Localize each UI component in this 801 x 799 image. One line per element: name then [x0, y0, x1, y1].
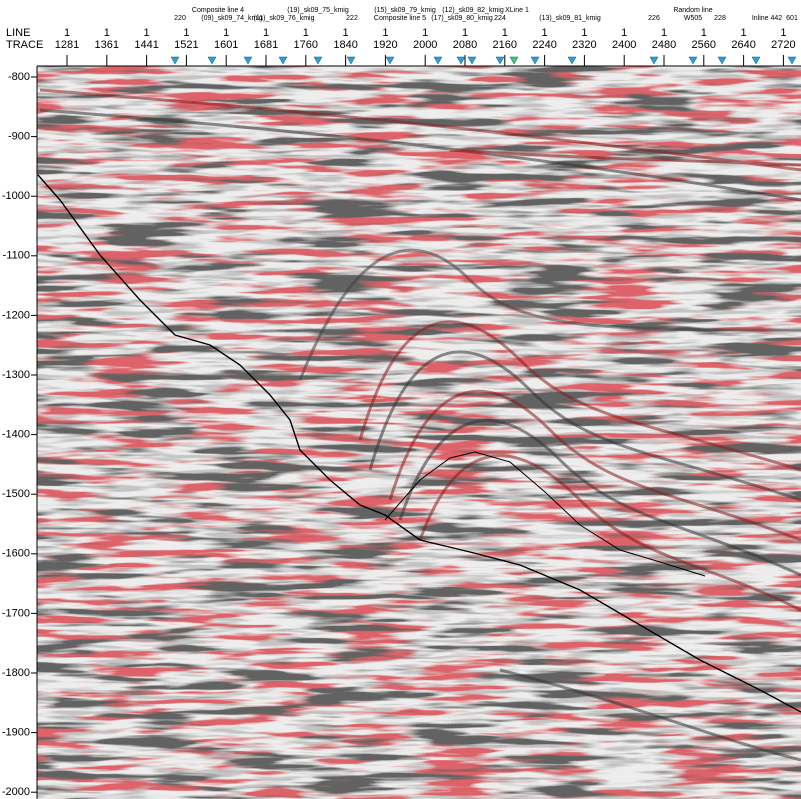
time-tick-label: -1400 — [2, 429, 30, 441]
time-tick-label: -1800 — [2, 667, 30, 679]
time-tick-label: -1500 — [2, 488, 30, 500]
intersection-label: (15)_sk09_79_kmig — [374, 7, 436, 14]
time-tick-label: -1200 — [2, 309, 30, 321]
intersection-label: 220 — [174, 15, 186, 22]
line-number: 1 — [542, 27, 548, 39]
trace-number: 1361 — [95, 39, 119, 51]
time-tick-label: -800 — [8, 71, 30, 83]
intersection-label: Composite line 5 — [374, 15, 426, 22]
intersection-label: XLine 1 — [505, 7, 529, 14]
trace-number: 1441 — [134, 39, 158, 51]
line-number: 1 — [104, 27, 110, 39]
time-tick-label: -1300 — [2, 369, 30, 381]
line-number: 1 — [462, 27, 468, 39]
line-number: 1 — [621, 27, 627, 39]
intersection-label: W505 — [684, 15, 702, 22]
intersection-label: Inline 442 — [752, 15, 782, 22]
intersection-label: (19)_sk09_75_kmig — [287, 7, 349, 14]
intersection-label: (17)_sk09_80_kmig — [431, 15, 493, 22]
line-number: 1 — [343, 27, 349, 39]
intersection-label: (12)_sk09_82_kmig — [442, 7, 504, 14]
line-number: 1 — [263, 27, 269, 39]
line-number: 1 — [422, 27, 428, 39]
trace-number: 2720 — [771, 39, 795, 51]
line-number: 1 — [183, 27, 189, 39]
intersection-label: 226 — [648, 15, 660, 22]
row-label: LINE — [6, 27, 30, 39]
time-tick-label: -900 — [8, 131, 30, 143]
trace-number: 2080 — [453, 39, 477, 51]
time-tick-label: -1100 — [3, 250, 30, 262]
trace-number: 1681 — [254, 39, 278, 51]
trace-number: 2560 — [692, 39, 716, 51]
intersection-label: 228 — [714, 15, 726, 22]
time-tick-label: -1700 — [2, 607, 30, 619]
intersection-label: 601 — [786, 15, 798, 22]
time-tick-label: -1600 — [2, 548, 30, 560]
line-number: 1 — [661, 27, 667, 39]
intersection-label: (11)_sk09_76_kmig — [254, 15, 315, 22]
trace-number: 1840 — [333, 39, 357, 51]
trace-number: 2640 — [731, 39, 755, 51]
line-number: 1 — [502, 27, 508, 39]
trace-number: 2400 — [612, 39, 636, 51]
intersection-label: 222 — [346, 15, 358, 22]
time-tick-label: -2000 — [2, 786, 30, 798]
line-number: 1 — [741, 27, 747, 39]
trace-number: 1521 — [174, 39, 198, 51]
trace-number: 1920 — [373, 39, 397, 51]
seismic-view: LINE TRACE 11281113611144111521116011168… — [0, 0, 801, 799]
trace-number: 2000 — [413, 39, 437, 51]
line-number: 1 — [701, 27, 707, 39]
trace-number: 1760 — [294, 39, 318, 51]
line-number: 1 — [581, 27, 587, 39]
intersection-label: Composite line 4 — [192, 7, 244, 14]
intersection-label: (13)_sk09_81_kmig — [539, 15, 601, 22]
trace-number: 2480 — [652, 39, 676, 51]
line-number: 1 — [382, 27, 388, 39]
intersection-label: 224 — [494, 15, 506, 22]
line-number: 1 — [144, 27, 150, 39]
line-number: 1 — [64, 27, 70, 39]
trace-number: 1281 — [55, 39, 79, 51]
intersection-label: Random line — [673, 7, 712, 14]
line-number: 1 — [303, 27, 309, 39]
time-tick-label: -1000 — [2, 190, 30, 202]
line-number: 1 — [223, 27, 229, 39]
trace-number: 1601 — [214, 39, 238, 51]
line-number: 1 — [780, 27, 786, 39]
trace-number: 2320 — [572, 39, 596, 51]
trace-number: 2240 — [532, 39, 556, 51]
time-tick-label: -1900 — [2, 727, 30, 739]
trace-number: 2160 — [493, 39, 517, 51]
row-label: TRACE — [6, 39, 43, 51]
